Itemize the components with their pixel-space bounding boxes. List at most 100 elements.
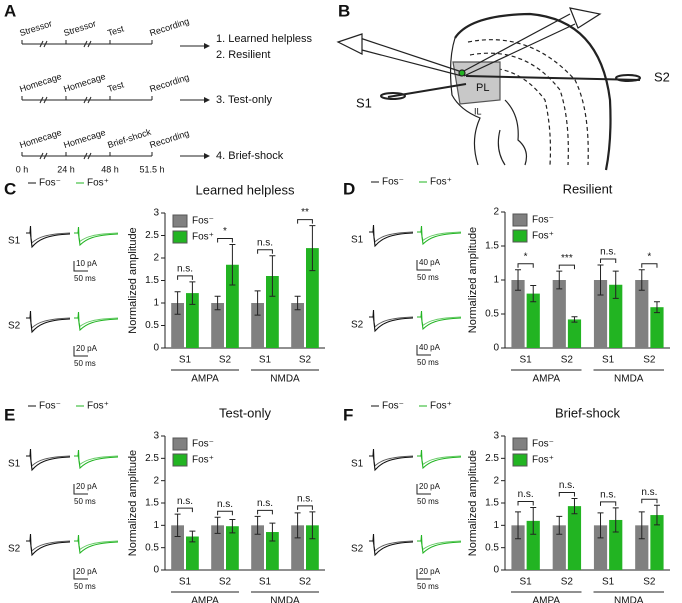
- significance-bracket: [517, 500, 534, 506]
- step-label: Brief-shock: [106, 127, 152, 151]
- significance-bracket: [600, 501, 617, 506]
- bar: [226, 526, 239, 570]
- error-bar: [515, 511, 522, 540]
- trace: [420, 316, 462, 327]
- y-tick-label: 1.5: [485, 241, 499, 252]
- step-label: Homecage: [18, 127, 62, 150]
- electrode: [465, 75, 641, 81]
- bar: [552, 525, 566, 570]
- x-tick-label: S2: [561, 355, 574, 366]
- trace-legend-label: Fos⁻: [382, 401, 404, 412]
- y-tick-label: 2.5: [145, 230, 159, 241]
- bar: [186, 293, 199, 348]
- scale-bar-label: 50 ms: [417, 497, 439, 506]
- chart-title: Brief-shock: [555, 405, 621, 420]
- chart-title: Test-only: [219, 405, 272, 420]
- x-tick-label: S1: [179, 355, 192, 366]
- group-label: AMPA: [191, 374, 219, 385]
- y-tick-label: 0.5: [485, 309, 499, 320]
- legend-swatch: [172, 453, 188, 467]
- error-bar: [612, 507, 619, 533]
- trace: [417, 310, 462, 331]
- chart-title: Resilient: [563, 181, 613, 196]
- panel-label: B: [338, 1, 350, 20]
- trace-legend-label: Fos⁻: [382, 177, 404, 188]
- scale-bar-label: 20 pA: [419, 567, 441, 576]
- y-tick-label: 0.5: [145, 320, 159, 331]
- error-bar: [294, 512, 301, 539]
- pipette: [359, 37, 463, 73]
- outcome: 3. Test-only: [216, 94, 273, 106]
- significance: n.s.: [600, 490, 616, 501]
- group-label: AMPA: [532, 596, 560, 603]
- time-label: 51.5 h: [139, 164, 164, 174]
- significance: n.s.: [257, 237, 273, 248]
- y-tick-label: 1: [493, 275, 499, 286]
- trace: [372, 455, 414, 467]
- y-tick-label: 1.5: [145, 275, 159, 286]
- significance-bracket: [641, 498, 658, 504]
- region-label: IL: [474, 106, 482, 116]
- significance-bracket: [257, 249, 273, 254]
- bar: [511, 280, 525, 348]
- scale-bar: [73, 346, 88, 357]
- bar: [211, 303, 224, 348]
- scale-bar-label: 40 pA: [419, 258, 441, 267]
- trace-legend-label: Fos⁺: [430, 177, 452, 188]
- x-tick-label: S1: [602, 355, 615, 366]
- scale-bar-label: 50 ms: [74, 274, 96, 283]
- y-axis-label: Normalized amplitude: [127, 227, 139, 333]
- scale-bar-label: 50 ms: [74, 497, 96, 506]
- significance: n.s.: [641, 487, 657, 498]
- scale-bar-label: 50 ms: [74, 582, 96, 591]
- error-bar: [214, 295, 221, 311]
- break-mark: [39, 152, 48, 160]
- scale-bar: [416, 484, 431, 495]
- time-label: 24 h: [57, 164, 75, 174]
- trace: [369, 224, 414, 248]
- x-tick-label: S2: [643, 355, 656, 366]
- significance-bracket: [217, 238, 233, 243]
- y-tick-label: 1.5: [145, 498, 159, 509]
- y-tick-label: 2.5: [485, 453, 499, 464]
- trace: [417, 534, 462, 555]
- significance: n.s.: [217, 499, 233, 510]
- legend-label: Fos⁺: [192, 232, 214, 243]
- significance: n.s.: [177, 263, 193, 274]
- error-bar: [638, 269, 645, 291]
- trace-label: S2: [8, 544, 21, 555]
- pipette: [361, 49, 463, 77]
- electrode-tip: [380, 92, 406, 100]
- step-label: Test: [106, 79, 125, 94]
- significance: n.s.: [559, 480, 575, 491]
- error-bar: [530, 284, 537, 303]
- scale-bar-label: 50 ms: [74, 359, 96, 368]
- y-tick-label: 0: [153, 343, 159, 354]
- trace-label: S1: [8, 236, 21, 247]
- group-label: AMPA: [532, 374, 560, 385]
- error-bar: [294, 295, 301, 311]
- y-tick-label: 2: [153, 475, 159, 486]
- trace: [420, 455, 462, 466]
- bar: [306, 248, 319, 348]
- bar: [552, 280, 566, 348]
- error-bar: [214, 516, 221, 534]
- bar: [567, 319, 582, 348]
- significance: ***: [561, 253, 573, 264]
- scale-bar: [73, 261, 88, 272]
- break-mark: [83, 40, 92, 48]
- x-tick-label: S2: [219, 355, 232, 366]
- step-label: Recording: [148, 128, 190, 150]
- bar: [526, 520, 540, 570]
- step-label: Homecage: [62, 71, 106, 94]
- significance-bracket: [600, 258, 617, 264]
- significance-bracket: [177, 507, 193, 513]
- legend-label: Fos⁻: [532, 215, 554, 226]
- legend-label: Fos⁺: [192, 455, 214, 466]
- trace-legend-label: Fos⁻: [39, 178, 61, 189]
- bar: [306, 525, 319, 570]
- trace: [74, 449, 119, 470]
- error-bar: [556, 270, 563, 290]
- error-bar: [174, 291, 181, 315]
- scale-bar-label: 20 pA: [76, 482, 98, 491]
